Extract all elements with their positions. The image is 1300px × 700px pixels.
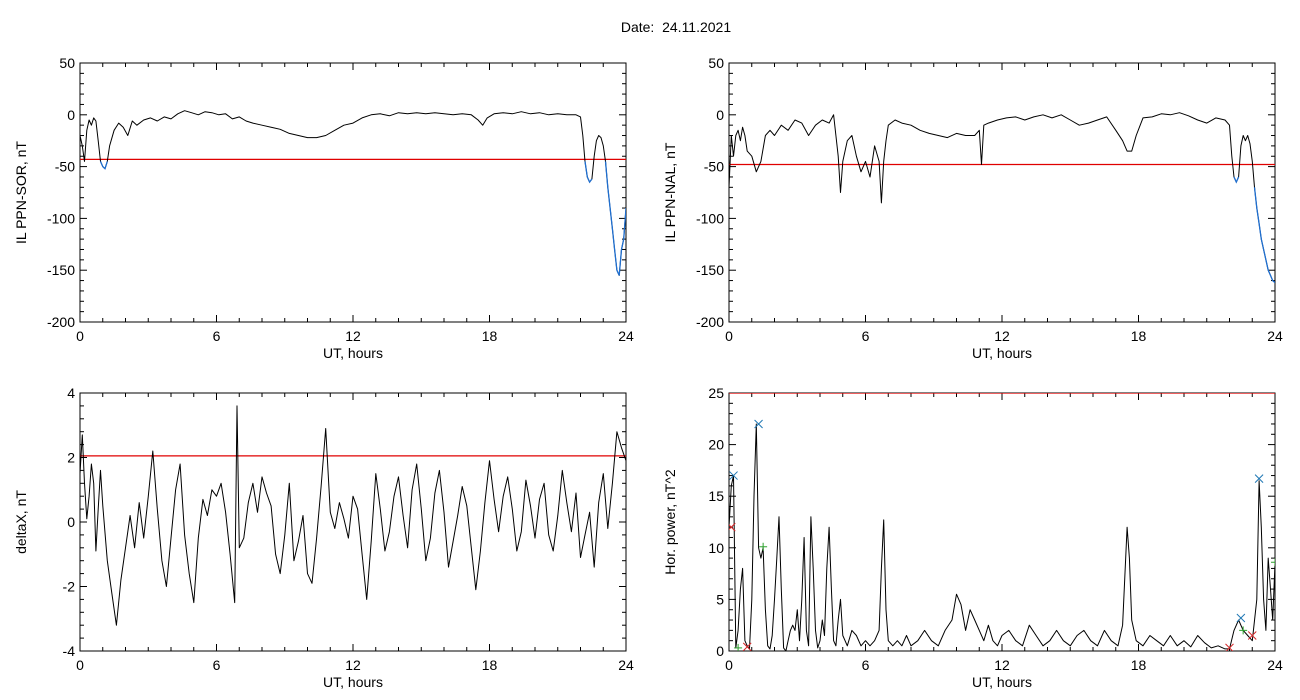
plot-area	[729, 393, 1275, 651]
data-marker	[742, 642, 752, 651]
y-tick-label: 0	[716, 643, 724, 659]
x-axis-label: UT, hours	[323, 345, 383, 361]
x-tick-label: 6	[213, 328, 221, 344]
below-threshold-segment	[604, 161, 626, 276]
y-axis-label: deltaX, nT	[13, 490, 29, 554]
y-tick-label: -150	[696, 262, 724, 278]
x-tick-label: 24	[618, 328, 634, 344]
y-tick-label: -100	[696, 210, 724, 226]
x-tick-label: 24	[1267, 328, 1283, 344]
y-tick-label: 4	[67, 385, 75, 401]
y-tick-label: 5	[716, 591, 724, 607]
below-threshold-segment	[1253, 187, 1275, 284]
y-tick-label: -4	[63, 643, 76, 659]
x-tick-label: 18	[482, 657, 498, 673]
marker-stroke	[1225, 643, 1234, 651]
x-tick-label: 12	[994, 328, 1010, 344]
y-tick-label: -200	[696, 314, 724, 330]
data-marker	[1271, 558, 1275, 567]
marker-stroke	[742, 642, 752, 651]
x-axis-label: UT, hours	[972, 674, 1032, 690]
x-tick-label: 6	[213, 657, 221, 673]
x-axis-label: UT, hours	[323, 674, 383, 690]
y-tick-label: 20	[708, 437, 724, 453]
below-threshold-segment	[584, 161, 593, 184]
x-tick-label: 12	[994, 657, 1010, 673]
below-threshold-segment	[1233, 176, 1240, 184]
panel-deltax-chart: 0 6 12 18 24 4 2 0 -2 -4 UT, hours deltaX, nT	[13, 385, 634, 690]
y-axis-label: Hor. power, nT^2	[662, 469, 678, 575]
x-tick-label: 12	[345, 328, 361, 344]
data-marker	[754, 419, 763, 429]
y-tick-label: -150	[47, 262, 75, 278]
marker-stroke	[754, 419, 763, 429]
data-marker	[734, 643, 743, 651]
plot-area	[80, 405, 626, 626]
x-tick-label: 24	[618, 657, 634, 673]
below-threshold-segment	[99, 161, 108, 170]
series-line	[729, 423, 1275, 651]
x-tick-label: 18	[482, 328, 498, 344]
y-tick-label: 15	[708, 488, 724, 504]
plot-area	[80, 110, 626, 276]
y-tick-label: -100	[47, 210, 75, 226]
x-tick-label: 0	[725, 328, 733, 344]
data-marker	[729, 471, 738, 480]
y-tick-label: 0	[67, 107, 75, 123]
series-line	[80, 405, 626, 626]
series-line	[80, 110, 626, 276]
panel-sor-chart: 0 6 12 18 24 50 0 -50 -100 -150 -200 UT, hours IL PP…	[13, 55, 634, 361]
plot-frame	[79, 392, 627, 652]
x-tick-label: 24	[1267, 657, 1283, 673]
y-tick-label: 50	[59, 55, 75, 71]
marker-stroke	[729, 522, 736, 531]
x-tick-label: 0	[76, 328, 84, 344]
data-marker	[1225, 643, 1234, 651]
data-marker	[1254, 474, 1264, 484]
marker-stroke	[1247, 631, 1257, 640]
data-marker	[759, 542, 768, 551]
data-marker	[729, 522, 736, 532]
x-tick-label: 6	[862, 328, 870, 344]
series-line	[729, 112, 1275, 283]
plot-frame	[79, 62, 627, 323]
y-tick-label: -50	[704, 159, 724, 175]
x-tick-label: 6	[862, 657, 870, 673]
data-marker	[1239, 626, 1248, 635]
y-tick-label: 10	[708, 540, 724, 556]
marker-stroke	[1236, 613, 1246, 623]
y-tick-label: 0	[67, 514, 75, 530]
x-tick-label: 18	[1131, 657, 1147, 673]
y-axis-label: IL PPN-SOR, nT	[13, 141, 29, 244]
x-tick-label: 0	[76, 657, 84, 673]
figure-title: Date: 24.11.2021	[620, 19, 732, 35]
data-marker	[1247, 631, 1257, 640]
panel-nal-chart: 0 6 12 18 24 50 0 -50 -100 -150 -200 UT, hours IL PP…	[662, 55, 1283, 361]
y-tick-label: 0	[716, 107, 724, 123]
marker-stroke	[1254, 474, 1264, 484]
data-marker	[1236, 613, 1246, 623]
y-tick-label: 2	[67, 450, 75, 466]
x-tick-label: 18	[1131, 328, 1147, 344]
y-tick-label: 25	[708, 385, 724, 401]
plot-frame	[728, 62, 1276, 323]
marker-stroke	[729, 471, 738, 480]
plot-area	[729, 112, 1275, 284]
y-tick-label: -200	[47, 314, 75, 330]
y-axis-label: IL PPN-NAL, nT	[662, 142, 678, 242]
panel-power-chart: 0 6 12 18 24 25 20 15 10 5 0 UT, hours Hor. power, n…	[662, 385, 1283, 690]
y-tick-label: 50	[708, 55, 724, 71]
y-tick-label: -50	[55, 159, 75, 175]
x-tick-label: 0	[725, 657, 733, 673]
x-tick-label: 12	[345, 657, 361, 673]
y-tick-label: -2	[63, 579, 76, 595]
x-axis-label: UT, hours	[972, 345, 1032, 361]
